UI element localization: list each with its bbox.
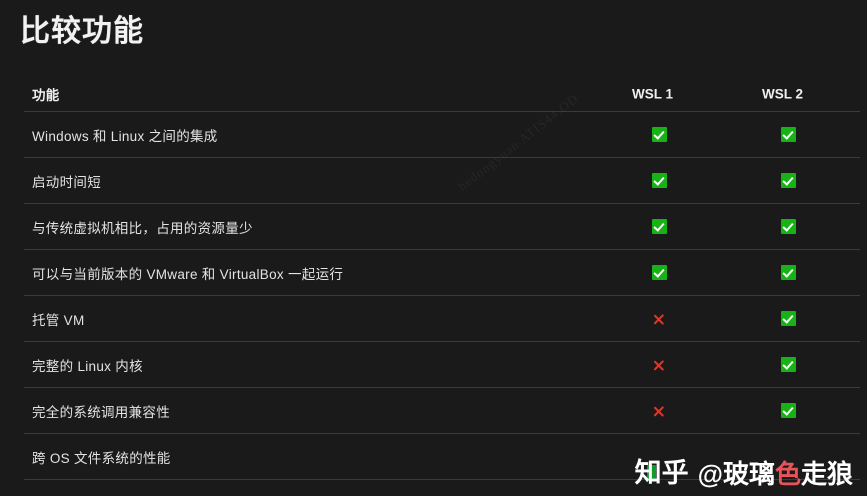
column-header-wsl1: WSL 1 [632,86,674,101]
zhihu-handle-suffix: 走狼 [800,458,853,489]
cell-feature-label: 完全的系统调用兼容性 [32,404,170,420]
cell-wsl1 [639,125,679,145]
table-row: Windows 和 Linux 之间的集成 [24,112,860,158]
cell-wsl2 [768,401,808,421]
table-header-row: 功能 WSL 1 WSL 2 [24,76,860,112]
zhihu-logo: 知乎 [635,460,689,487]
cell-wsl2 [768,125,808,145]
zhihu-handle: @玻璃色走狼 [698,461,853,487]
table-row: 完全的系统调用兼容性 [24,388,860,434]
cell-feature-label: 与传统虚拟机相比，占用的资源量少 [32,220,253,236]
check-mark-icon [651,219,667,234]
table-row: 启动时间短 [24,158,860,204]
table-body: Windows 和 Linux 之间的集成 启动时间短与传统虚拟机相比，占用的资源… [24,112,860,480]
comparison-table: 功能 WSL 1 WSL 2 Windows 和 Linux 之间的集成 启动时间… [24,76,860,480]
table-row: 托管 VM [24,296,860,342]
cell-wsl2 [768,309,808,329]
check-mark-icon [780,311,796,326]
table-row: 跨 OS 文件系统的性能 [24,434,860,480]
cell-wsl1 [639,401,679,421]
cell-feature-label: 托管 VM [32,312,85,328]
zhihu-handle-prefix: @玻璃 [697,458,775,489]
cell-wsl2 [768,171,808,191]
cell-feature-label: 完整的 Linux 内核 [32,358,143,374]
zhihu-handle-accent: 色 [774,458,801,489]
column-header-feature: 功能 [32,87,60,103]
check-mark-icon [780,219,796,234]
cell-feature-label: 跨 OS 文件系统的性能 [32,450,171,466]
page-title: 比较功能 [20,15,144,48]
cell-wsl2 [768,355,808,375]
cell-wsl2 [768,263,808,283]
zhihu-watermark: 知乎 @玻璃色走狼 [635,460,853,487]
table-row: 可以与当前版本的 VMware 和 VirtualBox 一起运行 [24,250,860,296]
cell-feature-label: 启动时间短 [32,174,101,190]
column-header-wsl2: WSL 2 [762,86,804,101]
table-row: 与传统虚拟机相比，占用的资源量少 [24,204,860,250]
cell-wsl1 [639,309,679,329]
cell-wsl1 [639,217,679,237]
check-mark-icon [651,265,667,280]
cell-wsl1 [639,355,679,375]
check-mark-icon [780,173,796,188]
check-mark-icon [651,173,667,188]
cell-wsl2 [768,217,808,237]
cell-feature-label: 可以与当前版本的 VMware 和 VirtualBox 一起运行 [32,266,344,282]
cell-wsl1 [639,263,679,283]
check-mark-icon [780,357,796,372]
cell-feature-label: Windows 和 Linux 之间的集成 [32,128,218,144]
cross-mark-icon [652,358,666,372]
check-mark-icon [780,265,796,280]
zhihu-logo-text: 知乎 [634,458,689,488]
cross-mark-icon [652,312,666,326]
table-row: 完整的 Linux 内核 [24,342,860,388]
cell-wsl1 [639,171,679,191]
check-mark-icon [780,127,796,142]
check-mark-icon [651,127,667,142]
cross-mark-icon [652,404,666,418]
check-mark-icon [780,403,796,418]
